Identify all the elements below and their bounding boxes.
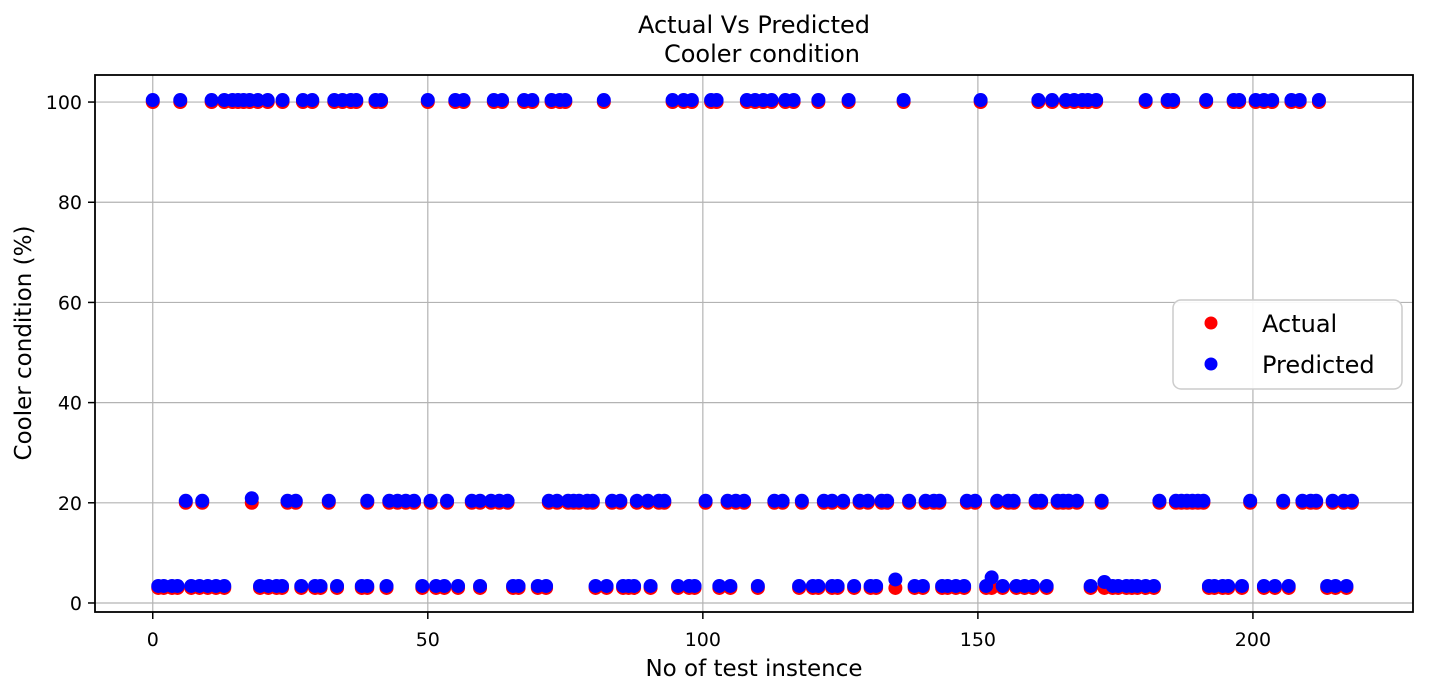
y-tick-label: 40 <box>58 393 82 415</box>
legend-label-actual: Actual <box>1262 310 1337 338</box>
series-predicted <box>145 93 1359 593</box>
x-tick-label: 200 <box>1235 629 1271 651</box>
x-axis-ticks: 0 50 100 150 200 <box>147 612 1271 651</box>
x-tick-label: 50 <box>416 629 440 651</box>
x-axis-label: No of test instence <box>645 656 862 682</box>
legend-marker-actual <box>1204 316 1218 330</box>
legend-marker-predicted <box>1204 357 1218 371</box>
chart-title-line2: Cooler condition <box>664 40 860 68</box>
y-tick-label: 80 <box>58 192 82 214</box>
legend: Actual Predicted <box>1172 299 1403 390</box>
y-tick-label: 0 <box>70 593 82 615</box>
x-tick-label: 100 <box>685 629 721 651</box>
y-tick-label: 60 <box>58 292 82 314</box>
x-tick-label: 0 <box>147 629 159 651</box>
y-tick-label: 100 <box>46 92 82 114</box>
x-tick-label: 150 <box>960 629 996 651</box>
y-axis-label: Cooler condition (%) <box>11 226 37 461</box>
legend-box <box>1172 299 1403 390</box>
y-axis-ticks: 0 20 40 60 80 100 <box>46 92 95 615</box>
chart-title-line1: Actual Vs Predicted <box>638 11 870 39</box>
y-tick-label: 20 <box>58 493 82 515</box>
legend-label-predicted: Predicted <box>1262 351 1375 379</box>
plot-border <box>94 74 1414 613</box>
